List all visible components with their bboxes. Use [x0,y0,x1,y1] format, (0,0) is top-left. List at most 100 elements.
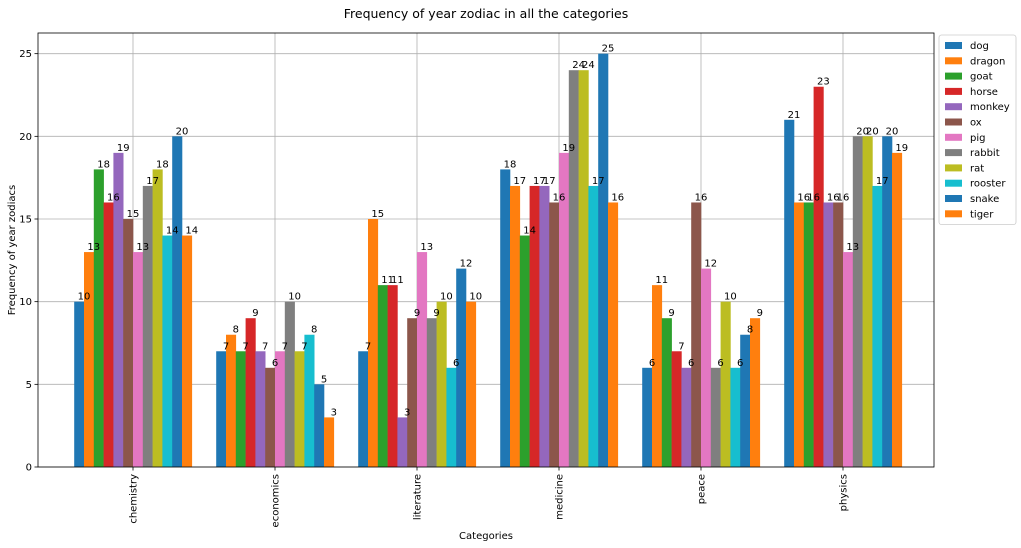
value-label-rooster-peace: 6 [737,358,743,369]
y-tick-label: 5 [26,380,32,391]
y-tick-label: 20 [19,132,32,143]
bar-goat-chemistry [93,169,104,467]
bar-horse-medicine [529,185,540,467]
legend-swatch-monkey [945,103,962,111]
bar-ox-medicine [549,202,560,467]
bar-goat-peace [661,318,672,467]
value-label-rabbit-medicine: 24 [572,60,585,71]
legend-swatch-goat [945,72,962,80]
legend-swatch-dragon [945,57,962,65]
legend-swatch-snake [945,195,962,202]
value-label-horse-medicine: 17 [533,176,546,187]
value-label-goat-economics: 7 [242,341,248,352]
x-tick-label-literature: literature [413,474,424,520]
value-label-snake-economics: 5 [321,374,327,385]
bar-dog-peace [642,367,653,467]
bar-pig-economics [275,351,286,467]
bar-ox-literature [407,318,418,467]
bar-tiger-chemistry [182,235,193,467]
bar-dog-medicine [500,169,511,467]
bar-rat-literature [436,301,447,467]
value-label-monkey-chemistry: 19 [117,143,130,154]
value-label-rooster-economics: 8 [311,325,317,336]
value-label-tiger-medicine: 16 [611,192,624,203]
plot-frame [37,32,935,468]
value-label-dog-medicine: 18 [504,159,517,170]
bar-ox-physics [833,202,844,467]
bar-rooster-economics [304,334,315,467]
bar-dog-chemistry [74,301,85,467]
bar-rat-chemistry [152,169,163,467]
value-label-ox-economics: 6 [272,358,278,369]
legend-frame [938,34,1017,226]
bar-tiger-economics [324,417,335,467]
bar-horse-chemistry [103,202,114,467]
value-label-ox-chemistry: 15 [127,209,140,220]
bar-dragon-peace [652,285,663,467]
bar-tiger-medicine [608,202,619,467]
value-label-horse-physics: 23 [817,77,830,88]
value-label-rat-physics: 20 [866,126,879,137]
value-label-rabbit-chemistry: 17 [146,176,159,187]
value-label-horse-peace: 7 [678,341,684,352]
value-label-ox-peace: 16 [695,192,708,203]
value-label-rat-literature: 10 [440,292,453,303]
value-label-goat-medicine: 14 [523,226,536,237]
value-label-tiger-economics: 3 [331,407,337,418]
bar-pig-physics [843,252,854,467]
bar-tiger-physics [892,152,903,467]
legend: dog dragon goat horse monkey ox pig rabbit rat ro… [938,34,1017,226]
value-label-tiger-literature: 10 [469,292,482,303]
value-label-horse-economics: 9 [252,308,258,319]
legend-label-pig: pig [970,133,985,144]
bar-monkey-economics [255,351,266,467]
value-label-snake-medicine: 25 [602,44,615,55]
bar-rabbit-economics [284,301,295,467]
value-label-tiger-chemistry: 14 [185,226,198,237]
value-label-dragon-chemistry: 13 [87,242,100,253]
legend-swatch-horse [945,87,962,95]
bar-dragon-economics [226,334,237,467]
value-label-rooster-medicine: 17 [592,176,605,187]
x-tick-label-medicine: medicine [555,474,566,520]
bar-dog-physics [784,119,795,468]
value-label-goat-peace: 9 [668,308,674,319]
legend-label-rooster: rooster [970,179,1006,190]
bar-snake-physics [882,136,893,468]
value-label-dragon-peace: 11 [655,275,668,286]
value-label-horse-literature: 11 [391,275,404,286]
bar-rooster-peace [730,367,741,467]
bar-pig-chemistry [133,252,144,467]
legend-swatch-rat [945,164,962,172]
value-label-pig-medicine: 19 [562,143,575,154]
value-label-snake-peace: 8 [747,325,753,336]
bar-ox-chemistry [123,219,134,467]
bar-ox-economics [265,367,276,467]
x-tick-label-peace: peace [697,474,708,504]
legend-label-horse: horse [970,87,998,98]
value-labels-group: 1013181619151317181420147879767107853715… [78,44,909,419]
bar-pig-literature [417,252,428,467]
value-label-horse-chemistry: 16 [107,192,120,203]
legend-label-monkey: monkey [970,102,1010,113]
value-label-pig-peace: 12 [704,259,717,270]
value-label-rooster-literature: 6 [453,358,459,369]
legend-label-snake: snake [970,194,999,205]
bar-rat-economics [294,351,305,467]
bar-dragon-literature [368,219,379,467]
value-label-dog-physics: 21 [788,110,801,121]
value-label-monkey-physics: 16 [827,192,840,203]
bar-pig-peace [701,268,712,467]
bar-goat-physics [803,202,814,467]
bar-monkey-peace [681,367,692,467]
bar-ox-peace [691,202,702,467]
value-label-pig-economics: 7 [282,341,288,352]
value-label-rabbit-peace: 6 [717,358,723,369]
value-label-dog-economics: 7 [223,341,229,352]
bar-dog-literature [358,351,369,467]
legend-swatch-rooster [945,179,962,187]
bar-monkey-medicine [539,185,550,467]
bar-snake-literature [456,268,467,467]
legend-label-rabbit: rabbit [970,148,1000,159]
bar-monkey-chemistry [113,152,124,467]
